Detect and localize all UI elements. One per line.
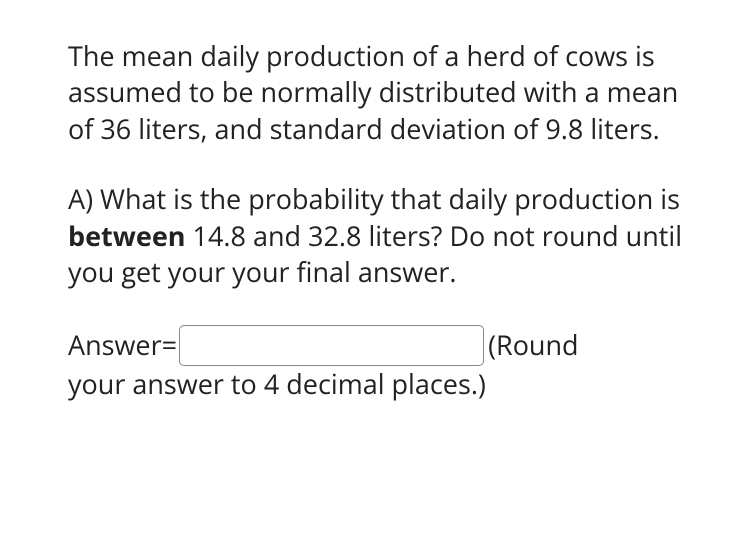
part-a-prefix: A) What is the probability that daily pr… [68, 180, 680, 217]
round-hint-rest: your answer to 4 decimal places.) [68, 365, 486, 402]
intro-text: The mean daily production of a herd of c… [68, 37, 678, 147]
answer-section: Answer= (Round your answer to 4 decimal … [68, 325, 690, 402]
problem-intro: The mean daily production of a herd of c… [68, 38, 690, 147]
problem-part-a: A) What is the probability that daily pr… [68, 181, 690, 290]
answer-input[interactable] [179, 325, 484, 366]
round-hint-open: (Round [488, 327, 579, 363]
answer-label: Answer= [68, 327, 177, 363]
part-a-bold: between [68, 217, 186, 254]
